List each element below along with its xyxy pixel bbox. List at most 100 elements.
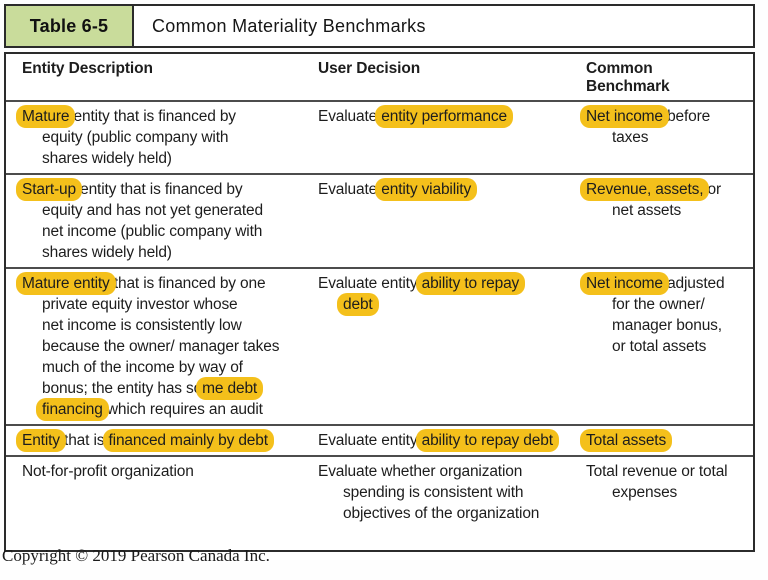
text-line: Total revenue or total [586,461,735,482]
table-row: Mature entity that is financed by equity … [6,100,753,173]
benchmark-cell: Total revenue or total expenses [586,461,745,524]
text-line: taxes [586,127,735,148]
text-line: Mature entity that is financed by [16,105,308,128]
table-tag: Table 6-5 [6,6,134,46]
text-segment: spending is consistent with [343,484,524,501]
benchmark-cell: Net income adjusted for the owner/manager… [580,272,745,420]
text-line: Net income adjusted [580,272,735,295]
text-segment: Evaluate entity [318,432,422,449]
highlight-mark: Net income [580,105,669,128]
highlight-mark: entity viability [375,178,478,201]
text-line: debt [318,293,576,316]
column-header-entity-description: Entity Description [22,60,153,77]
text-segment: adjusted [662,275,725,292]
highlight-mark: Start-up [16,178,82,201]
entity-cell: Mature entity that is financed by equity … [16,105,318,169]
text-segment: because the owner/ manager takes [42,338,280,355]
text-line: spending is consistent with [318,482,576,503]
text-segment: shares widely held) [42,150,172,167]
text-segment: Evaluate whether organization [318,463,523,480]
highlight-mark: Entity [16,429,66,452]
benchmark-cell: Total assets [580,429,745,452]
text-segment: net income (public company with [42,223,263,240]
table-row: Mature entity that is financed by one pri… [6,267,753,424]
text-segment: that is [59,432,109,449]
decision-cell: Evaluate whether organization spending is… [318,461,586,524]
text-segment: or total assets [612,338,707,355]
column-header-common-benchmark: Common Benchmark [586,60,670,95]
table-row: Entity that is financed mainly by debt Ev… [6,424,753,455]
text-segment: private equity investor whose [42,296,238,313]
text-segment: which requires an audit [102,401,263,418]
text-segment: objectives of the organization [343,505,540,522]
text-segment: manager bonus, [612,317,722,334]
highlight-mark: Mature [16,105,76,128]
benchmarks-table: Entity Description User Decision Common … [4,52,755,552]
text-segment: Evaluate entity [318,275,422,292]
entity-cell: Mature entity that is financed by one pri… [16,272,318,421]
copyright-notice: Copyright © 2019 Pearson Canada Inc. [2,546,270,565]
highlight-mark: me debt [196,377,264,400]
text-segment: for the owner/ [612,296,705,313]
text-segment: Evaluate [318,108,382,125]
highlight-mark: Total assets [580,429,673,452]
text-line: much of the income by way of [22,357,308,378]
text-segment: or [703,181,722,198]
text-line: objectives of the organization [318,503,576,524]
text-segment: taxes [612,129,649,146]
column-header-user-decision: User Decision [318,60,421,77]
benchmark-cell: Net income before taxes [580,105,745,169]
text-line: equity and has not yet generated [22,200,308,221]
decision-cell: Evaluate entity viability [318,178,586,263]
text-line: shares widely held) [22,148,308,169]
table-header-row: Entity Description User Decision Common … [6,54,753,100]
entity-cell: Not-for-profit organization [22,461,318,524]
text-segment: expenses [612,484,678,501]
text-line: net assets [586,200,735,221]
text-line: net income is consistently low [22,315,308,336]
text-line: shares widely held) [22,242,308,263]
highlight-mark: Revenue, assets, [580,178,710,201]
table-title: Common Materiality Benchmarks [152,15,426,36]
text-line: financing which requires an audit [22,398,308,421]
decision-cell: Evaluate entity ability to repay debt [318,429,586,452]
highlight-mark: Mature entity [16,272,116,295]
text-line: Not-for-profit organization [22,461,308,482]
text-line: Evaluate entity ability to repay debt [318,429,576,452]
text-line: equity (public company with [22,127,308,148]
text-line: expenses [586,482,735,503]
text-segment: Evaluate [318,181,382,198]
text-line: net income (public company with [22,221,308,242]
text-segment: entity that is financed by [69,108,237,125]
highlight-mark: financing [36,398,109,421]
decision-cell: Evaluate entity ability to repay debt [318,272,586,420]
text-segment: bonus; the entity has so [42,380,203,397]
text-segment: that is financed by one [109,275,266,292]
text-line: Evaluate entity ability to repay [318,272,576,295]
text-line: Mature entity that is financed by one [16,272,308,295]
highlight-mark: ability to repay debt [415,429,559,452]
text-segment: equity and has not yet generated [42,202,263,219]
text-segment: before [662,108,711,125]
text-line: because the owner/ manager takes [22,336,308,357]
highlight-mark: Net income [580,272,669,295]
text-line: Total assets [580,429,735,452]
text-segment: Total revenue or total [586,463,728,480]
text-line: Start-up entity that is financed by [16,178,308,201]
text-segment: shares widely held) [42,244,172,261]
entity-cell: Entity that is financed mainly by debt [16,429,318,452]
text-segment: net income is consistently low [42,317,242,334]
table-row: Start-up entity that is financed by equit… [6,173,753,267]
text-line: Entity that is financed mainly by debt [16,429,308,452]
text-line: Net income before [580,105,735,128]
text-segment: net assets [612,202,682,219]
text-line: Revenue, assets, or [580,178,735,201]
text-line: for the owner/ [586,294,735,315]
highlight-mark: ability to repay [415,272,526,295]
text-line: Evaluate entity performance [318,105,576,128]
highlight-mark: debt [337,293,379,316]
text-line: Evaluate entity viability [318,178,576,201]
text-segment: equity (public company with [42,129,229,146]
text-segment: Not-for-profit organization [22,463,194,480]
